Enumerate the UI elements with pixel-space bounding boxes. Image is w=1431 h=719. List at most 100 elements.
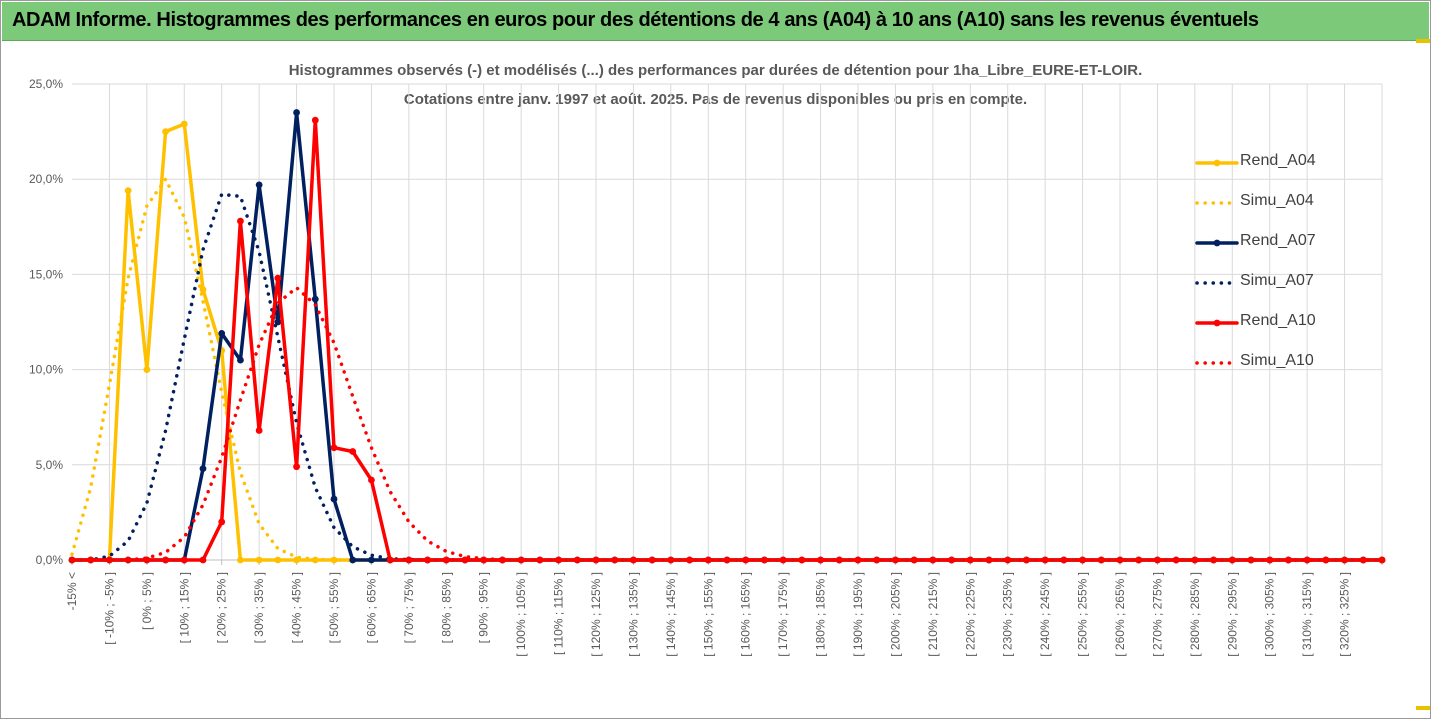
data-point-rend-a10 [311,116,319,124]
corner-mark [1416,706,1430,710]
x-tick-label: [ 300% ; 305% ] [1263,572,1277,657]
data-point-rend-a10 [1247,556,1255,564]
x-tick-label: -15% < [65,572,79,610]
x-tick-label: [ 290% ; 295% ] [1225,572,1239,657]
data-point-rend-a10 [648,556,656,564]
data-point-rend-a10 [1004,556,1012,564]
data-point-rend-a10 [274,274,282,282]
x-tick-label: [ 140% ; 145% ] [664,572,678,657]
data-point-rend-a10 [386,556,394,564]
x-tick-label: [ 120% ; 125% ] [589,572,603,657]
x-tick-label: [ 240% ; 245% ] [1038,572,1052,657]
x-tick-label: [ -10% ; -5% ] [102,572,116,645]
data-point-rend-a07 [330,495,338,503]
data-point-rend-a04 [237,556,244,564]
legend-item-rend-a10: Rend_A10 [1195,311,1355,335]
data-point-rend-a04 [330,556,338,564]
data-point-rend-a10 [106,556,113,564]
y-tick-label: 0,0% [36,553,64,567]
legend-item-simu-a10: Simu_A10 [1195,351,1355,375]
legend-item-rend-a04: Rend_A04 [1195,151,1355,175]
x-tick-label: [ 180% ; 185% ] [814,572,828,657]
legend-item-rend-a07: Rend_A07 [1195,231,1355,255]
y-tick-label: 10,0% [29,363,63,377]
data-point-rend-a10 [293,463,300,471]
x-tick-label: [ 0% ; 5% ] [140,572,154,630]
corner-mark [1416,39,1430,43]
data-point-rend-a10 [1116,556,1124,564]
x-tick-label: [ 260% ; 265% ] [1113,572,1127,657]
data-point-rend-a10 [1172,556,1180,564]
data-point-rend-a10 [1359,556,1367,564]
y-tick-label: 20,0% [29,172,63,186]
legend-label: Rend_A10 [1240,312,1316,329]
legend-label: Rend_A04 [1240,152,1316,169]
series-line-rend-a10 [70,118,1384,562]
data-point-rend-a07 [368,556,375,564]
data-point-rend-a10 [442,556,450,564]
y-tick-label: 25,0% [29,77,63,91]
x-tick-label: [ 230% ; 235% ] [1001,572,1015,657]
x-tick-label: [ 220% ; 225% ] [963,572,977,657]
data-point-rend-a07 [349,556,357,564]
data-point-rend-a10 [873,556,881,564]
x-tick-label: [ 310% ; 315% ] [1300,572,1314,657]
x-tick-label: [ 110% ; 115% ] [552,572,566,655]
legend-swatch-marker [1213,239,1221,247]
x-tick-label: [ 190% ; 195% ] [851,572,865,657]
data-point-rend-a07 [311,295,319,303]
x-tick-label: [ 40% ; 45% ] [290,572,304,643]
data-point-rend-a10 [704,556,712,564]
x-tick-label: [ 70% ; 75% ] [402,572,416,643]
data-point-rend-a10 [929,556,937,564]
data-point-rend-a10 [255,427,263,434]
legend-item-simu-a04: Simu_A04 [1195,191,1355,215]
data-point-rend-a10 [199,556,207,564]
data-point-rend-a04 [162,128,169,136]
legend-label: Simu_A10 [1240,352,1314,369]
data-point-rend-a07 [255,181,263,189]
legend-swatch-marker [1213,319,1221,327]
x-tick-label: [ 50% ; 55% ] [327,572,341,643]
x-tick-label: [ 170% ; 175% ] [776,572,790,657]
data-point-rend-a07 [293,109,300,116]
x-tick-label: [ 130% ; 135% ] [626,572,640,657]
data-point-rend-a10 [237,217,244,225]
x-tick-label: [ 270% ; 275% ] [1150,572,1164,657]
data-point-rend-a04 [124,187,132,195]
x-tick-label: [ 10% ; 15% ] [177,572,191,643]
chart-subtitle: Cotations entre janv. 1997 et août. 2025… [403,91,1028,108]
x-tick-label: [ 30% ; 35% ] [252,572,266,643]
y-tick-label: 15,0% [29,267,63,281]
series-line-simu-a10 [70,285,1384,562]
x-tick-label: [ 60% ; 65% ] [364,572,378,643]
x-tick-label: [ 90% ; 95% ] [477,572,491,643]
data-point-rend-a04 [274,556,282,564]
data-point-rend-a07 [218,330,226,337]
x-tick-label: [ 320% ; 325% ] [1338,572,1352,657]
data-point-rend-a10 [87,556,95,564]
legend-swatch [1195,361,1239,365]
series-line-rend-a07 [70,110,1384,562]
data-point-rend-a10 [1378,556,1386,564]
x-tick-label: [ 210% ; 215% ] [926,572,940,657]
data-point-rend-a10 [180,556,188,564]
data-point-rend-a10 [985,556,993,564]
report-banner: ADAM Informe. Histogrammes des performan… [2,2,1429,41]
legend-swatch [1195,239,1239,247]
legend-label: Simu_A04 [1240,192,1314,209]
report-title: ADAM Informe. Histogrammes des performan… [12,9,1259,31]
data-point-rend-a10 [892,556,899,564]
x-tick-label: [ 100% ; 105% ] [514,572,528,657]
x-tick-label: [ 20% ; 25% ] [215,572,229,643]
data-point-rend-a10 [1228,556,1236,564]
data-point-rend-a10 [573,556,581,564]
legend-swatch [1195,201,1239,205]
data-point-rend-a10 [1060,556,1068,564]
data-point-rend-a10 [948,556,955,564]
legend-swatch [1195,319,1239,327]
x-tick-label: [ 150% ; 155% ] [701,572,715,657]
data-point-rend-a10 [218,518,226,526]
data-point-rend-a10 [1303,556,1311,564]
